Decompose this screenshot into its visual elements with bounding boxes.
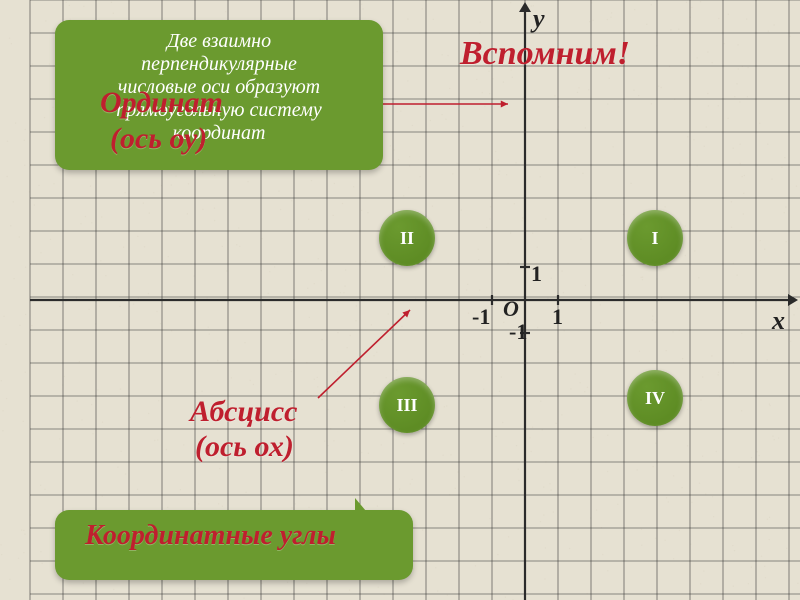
axis-y-label: y: [533, 4, 545, 34]
callout-definition-tail: [325, 138, 345, 164]
quadrant-ii: II: [379, 210, 435, 266]
tick-x-neg1: -1: [472, 304, 490, 330]
tick-x-pos1: 1: [552, 304, 563, 330]
quadrant-i: I: [627, 210, 683, 266]
callout-angles-tail: [355, 498, 377, 524]
text-coord_ang: Координатные углы: [85, 520, 336, 552]
callout-definition-line: перпендикулярные: [69, 53, 369, 76]
tick-y-pos1: 1: [531, 261, 542, 287]
callout-definition-line: Две взаимно: [69, 30, 369, 53]
text-abscissa2: (ось ох): [195, 430, 294, 464]
text-ordinate2: (ось оу): [110, 122, 207, 156]
text-abscissa1: Абсцисс: [190, 395, 297, 429]
text-remember: Вспомним!: [460, 35, 630, 73]
text-ordinate1: Ординат: [100, 86, 223, 120]
quadrant-iii: III: [379, 377, 435, 433]
tick-y-neg1: -1: [509, 319, 527, 345]
quadrant-iv: IV: [627, 370, 683, 426]
axis-x-label: x: [772, 306, 785, 336]
